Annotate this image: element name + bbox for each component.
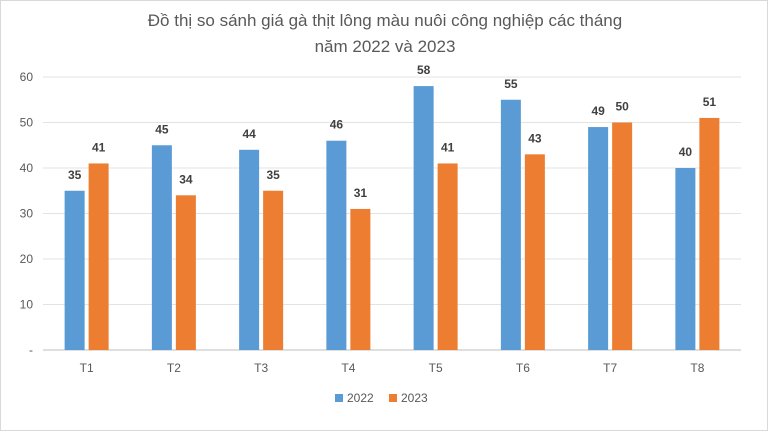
data-label: 50 <box>615 100 629 114</box>
bar-2022-T5 <box>413 86 434 350</box>
y-tick-label: 30 <box>20 207 34 221</box>
x-tick-label: T3 <box>254 361 268 375</box>
x-tick-label: T1 <box>80 361 94 375</box>
data-label: 45 <box>155 122 169 136</box>
legend-swatch-2023 <box>389 394 397 402</box>
bar-2022-T8 <box>675 168 696 350</box>
legend-label: 2022 <box>347 391 374 405</box>
y-tick-label: 40 <box>20 161 34 175</box>
y-tick-label: 20 <box>20 252 34 266</box>
y-tick-label: 10 <box>20 298 34 312</box>
bar-2023-T8 <box>699 117 720 350</box>
data-label: 51 <box>703 95 717 109</box>
chart-title-line2: năm 2022 và 2023 <box>314 37 456 56</box>
data-label: 41 <box>441 140 455 154</box>
y-tick-label: 60 <box>20 70 34 84</box>
data-label: 43 <box>528 131 542 145</box>
x-tick-label: T8 <box>690 361 704 375</box>
legend-swatch-2022 <box>335 394 343 402</box>
data-label: 35 <box>266 168 280 182</box>
data-label: 34 <box>179 172 193 186</box>
legend-label: 2023 <box>401 391 428 405</box>
x-tick-label: T6 <box>516 361 530 375</box>
bar-2023-T6 <box>524 154 545 350</box>
x-tick-label: T2 <box>167 361 181 375</box>
bar-2023-T2 <box>175 195 196 350</box>
y-tick-label: 50 <box>20 116 34 130</box>
data-label: 44 <box>242 127 256 141</box>
bar-2022-T6 <box>500 99 521 350</box>
bar-2023-T4 <box>350 208 371 350</box>
bar-2022-T2 <box>151 145 172 350</box>
chart-title-line1: Đồ thị so sánh giá gà thịt lông màu nuôi… <box>147 11 623 30</box>
data-label: 41 <box>92 140 106 154</box>
x-tick-label: T5 <box>429 361 443 375</box>
bar-2023-T5 <box>437 163 458 350</box>
x-tick-label: T7 <box>603 361 617 375</box>
y-tick-label: - <box>29 343 33 357</box>
bar-2022-T4 <box>326 140 347 350</box>
data-label: 46 <box>330 118 344 132</box>
data-label: 49 <box>591 104 605 118</box>
bar-2023-T3 <box>263 190 284 350</box>
data-label: 58 <box>417 63 431 77</box>
data-label: 35 <box>68 168 82 182</box>
data-label: 40 <box>679 145 693 159</box>
bar-2023-T7 <box>612 122 633 350</box>
bar-2022-T7 <box>588 127 609 350</box>
bar-2023-T1 <box>88 163 109 350</box>
data-label: 31 <box>354 186 368 200</box>
data-label: 55 <box>504 77 518 91</box>
bar-2022-T3 <box>239 149 260 350</box>
bar-2022-T1 <box>64 190 85 350</box>
x-tick-label: T4 <box>341 361 355 375</box>
